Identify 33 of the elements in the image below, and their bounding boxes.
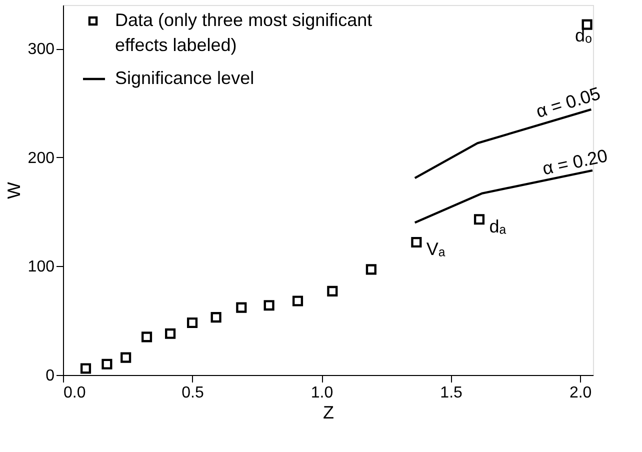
point — [80, 363, 92, 374]
legend-label: Data (only three most significant effects labeled) — [115, 10, 372, 55]
x-tick-label: 0.5 — [182, 384, 204, 402]
y-tick-label: 100 — [28, 258, 55, 276]
x-axis-title: Z — [323, 402, 334, 422]
point — [474, 214, 485, 225]
y-tick-label: 0 — [46, 368, 55, 384]
point — [366, 264, 376, 275]
y-tick-label: 200 — [28, 150, 55, 167]
point — [165, 328, 176, 339]
annotation: α = 0.05 — [534, 83, 603, 122]
y-axis-title: W — [4, 182, 24, 199]
point — [120, 352, 132, 363]
point — [102, 358, 112, 370]
point — [186, 317, 198, 328]
annotation: Vₐ — [426, 239, 446, 260]
point — [582, 19, 592, 30]
point — [292, 296, 304, 306]
point — [264, 300, 274, 311]
annotation: α = 0.20 — [540, 146, 610, 179]
point — [411, 236, 422, 248]
x-tick-label: 0.0 — [64, 384, 86, 402]
point — [327, 286, 338, 296]
annotation: dₐ — [489, 216, 506, 236]
x-tick-label: 1.5 — [440, 384, 463, 402]
annotation: dₒ — [575, 26, 592, 46]
point — [210, 312, 222, 323]
y-tick-label: 300 — [28, 41, 55, 58]
x-tick-label: 2.0 — [569, 384, 592, 402]
x-tick-label: 1.0 — [310, 384, 334, 402]
point — [236, 302, 247, 313]
legend-label: Significance level — [115, 68, 254, 88]
point — [141, 332, 152, 342]
